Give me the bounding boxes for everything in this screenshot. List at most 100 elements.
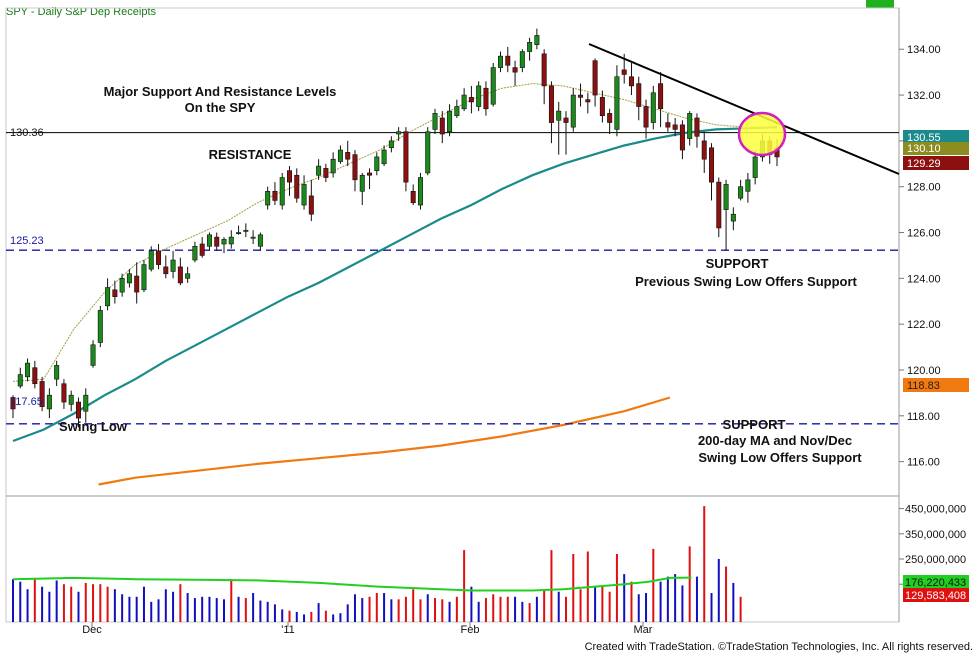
candle-body (185, 273, 191, 279)
candle-body (257, 234, 263, 247)
description-label: S&P Dep Receipts (65, 6, 157, 18)
candle-body (39, 381, 45, 407)
candle-body (447, 110, 453, 133)
candle-body (665, 122, 671, 128)
candle-body (738, 186, 744, 199)
candle-body (425, 131, 431, 174)
candle-body (330, 158, 336, 174)
candle-body (192, 245, 198, 261)
candle-body (352, 154, 358, 181)
candle-body (359, 174, 365, 192)
last-price-tag: 129.29 (907, 158, 941, 170)
candle-body (54, 365, 60, 380)
candle-body (505, 55, 511, 66)
price-tick-label: 120.00 (907, 365, 941, 377)
ma20-tag-box (903, 142, 969, 155)
candle-body (396, 131, 402, 135)
trendline (588, 43, 900, 175)
candle-body (170, 259, 176, 272)
price-tick-label: 134.00 (907, 44, 941, 56)
swing-low-level-label: 117.65 (10, 396, 43, 408)
candle-body (32, 367, 38, 385)
candle-body (345, 152, 351, 160)
candle-body (403, 131, 409, 183)
candle-body (752, 156, 758, 178)
price-tick-label: 128.00 (907, 182, 941, 194)
candle-body (476, 85, 482, 107)
candle-body (490, 67, 496, 105)
candle-body (294, 174, 300, 199)
candle-body (61, 383, 67, 403)
volume-tick-label: 450,000,000 (905, 504, 966, 516)
ma50-line (12, 126, 778, 443)
candle-body (141, 264, 147, 291)
candle-body (454, 106, 460, 116)
candle-body (250, 236, 256, 239)
candle-body (83, 394, 89, 412)
candle-body (279, 177, 285, 206)
header-separator: - (30, 6, 35, 18)
candle-body (17, 374, 23, 387)
chart-frame (5, 7, 900, 623)
x-tick-label: Feb (461, 624, 480, 636)
annotation-resistance: RESISTANCE (209, 147, 292, 162)
candle-body (199, 243, 205, 256)
volume-last-tag: 129,583,408 (905, 590, 966, 602)
candle-body (381, 149, 387, 165)
candle-body (367, 172, 373, 176)
candle-body (134, 275, 140, 293)
candle-body (286, 170, 292, 183)
window-tab[interactable] (866, 0, 894, 8)
candle-body (25, 362, 31, 378)
candle-body (687, 113, 693, 139)
candle-body (214, 236, 220, 247)
annotation-support2-title: SUPPORT (723, 417, 786, 432)
candle-body (650, 92, 656, 123)
candle-body (265, 190, 271, 206)
symbol-label: SPY (6, 6, 28, 18)
last-price-tag-box (903, 156, 969, 170)
ma20-line (12, 83, 777, 382)
candle-body (301, 184, 307, 206)
candle-body (541, 53, 547, 87)
candle-body (468, 97, 474, 103)
candle-body (563, 117, 569, 123)
candle-body (97, 310, 103, 343)
price-tick-label: 124.00 (907, 273, 941, 285)
candle-body (148, 250, 154, 270)
candle-body (337, 149, 343, 162)
candle-body (672, 124, 678, 130)
volume-tick-label: 250,000,000 (905, 554, 966, 566)
candle-body (272, 190, 278, 201)
candle-body (126, 273, 132, 284)
candle-body (316, 165, 322, 176)
price-tick-label: 116.00 (907, 457, 940, 469)
annotations: Major Support And Resistance Levels On t… (59, 84, 862, 465)
candle-body (75, 401, 81, 419)
candle-body (177, 266, 183, 284)
candle-body (548, 85, 554, 123)
candle-body (410, 190, 416, 204)
candle-body (599, 97, 605, 116)
price-tick-label: 118.00 (907, 411, 940, 423)
candle-body (716, 181, 722, 229)
ma50-tag-box (903, 130, 969, 144)
price-tick-label: 126.00 (907, 228, 941, 240)
x-tick-label: Dec (82, 624, 102, 636)
candle-body (90, 344, 96, 366)
candle-body (709, 147, 715, 183)
candle-body (578, 94, 584, 98)
candle-body (10, 397, 16, 410)
candle-body (730, 213, 736, 222)
candle-body (221, 239, 227, 245)
period-label: Daily (37, 6, 63, 18)
candle-body (374, 156, 380, 171)
candle-body (461, 94, 467, 110)
candle-body (745, 179, 751, 192)
candle-body (723, 184, 729, 210)
price-tick-label: 132.00 (907, 90, 941, 102)
candle-body (236, 232, 242, 235)
ma200-line (98, 396, 671, 486)
candle-body (439, 117, 445, 135)
